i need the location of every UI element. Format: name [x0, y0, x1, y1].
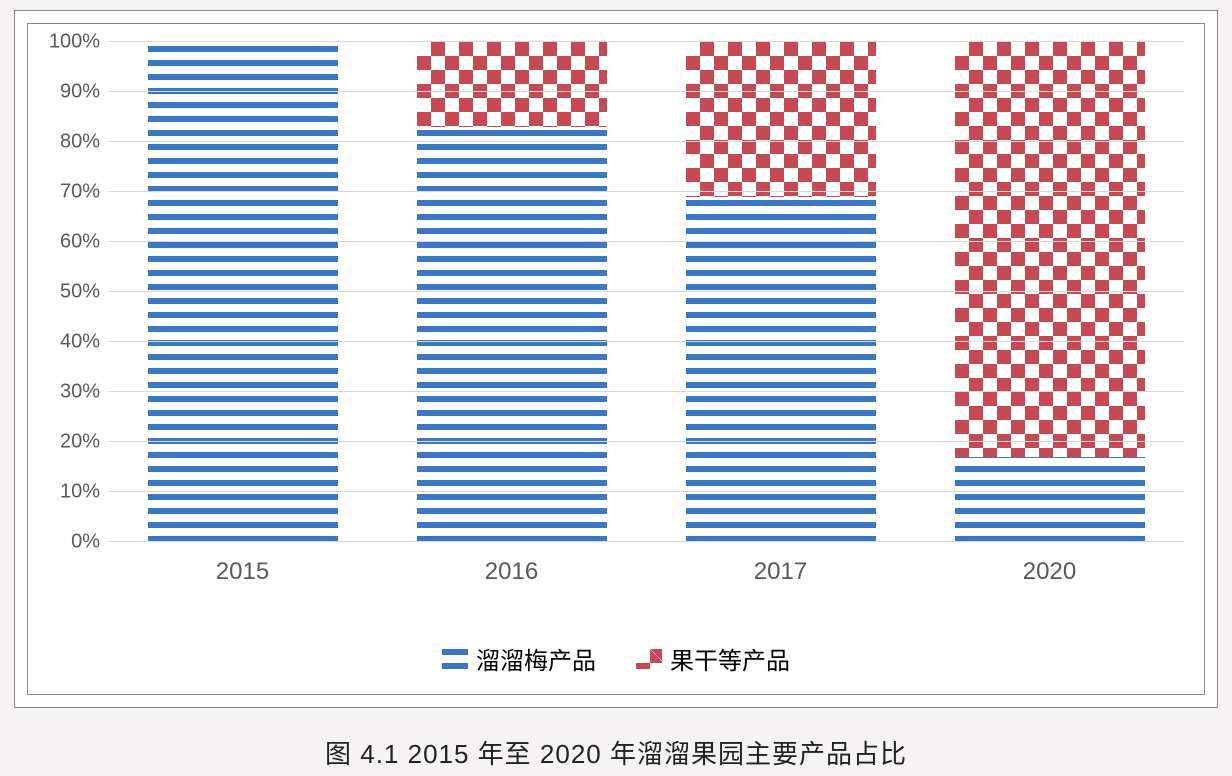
chart-inner-frame: 2015201620172020 0%10%20%30%40%50%60%70%… [27, 23, 1205, 695]
gridline [108, 91, 1184, 92]
y-axis-label: 10% [60, 481, 108, 504]
gridline [108, 441, 1184, 442]
stacked-bar [148, 42, 338, 542]
legend-item-series-b: 果干等产品 [636, 641, 790, 676]
bar-segment-series-b [686, 42, 876, 197]
gridline [108, 341, 1184, 342]
bar-segment-series-b [955, 42, 1145, 457]
gridline [108, 391, 1184, 392]
stacked-bar [417, 42, 607, 542]
legend-swatch-a [442, 649, 468, 669]
bars-container: 2015201620172020 [108, 42, 1184, 542]
gridline [108, 141, 1184, 142]
figure-caption: 图 4.1 2015 年至 2020 年溜溜果园主要产品占比 [14, 708, 1218, 771]
bar-slot: 2015 [108, 42, 377, 542]
y-axis-label: 90% [60, 81, 108, 104]
gridline [108, 41, 1184, 42]
plot-area: 2015201620172020 0%10%20%30%40%50%60%70%… [108, 42, 1184, 542]
y-axis-label: 30% [60, 381, 108, 404]
legend-swatch-b [636, 649, 662, 669]
x-axis-label: 2017 [754, 542, 807, 586]
bar-slot: 2016 [377, 42, 646, 542]
bar-segment-series-a [148, 42, 338, 542]
y-axis-label: 0% [71, 531, 108, 554]
y-axis-label: 70% [60, 181, 108, 204]
legend-label-b: 果干等产品 [670, 641, 790, 676]
stacked-bar [686, 42, 876, 542]
y-axis-label: 80% [60, 131, 108, 154]
gridline [108, 191, 1184, 192]
y-axis-label: 20% [60, 431, 108, 454]
x-axis-label: 2016 [485, 542, 538, 586]
x-axis-label: 2020 [1023, 542, 1076, 586]
gridline [108, 241, 1184, 242]
gridline [108, 291, 1184, 292]
legend-item-series-a: 溜溜梅产品 [442, 641, 596, 676]
y-axis-label: 40% [60, 331, 108, 354]
x-axis-label: 2015 [216, 542, 269, 586]
stacked-bar [955, 42, 1145, 542]
bar-segment-series-b [417, 42, 607, 127]
y-axis-label: 60% [60, 231, 108, 254]
bar-slot: 2017 [646, 42, 915, 542]
gridline [108, 541, 1184, 542]
chart-outer-frame: 2015201620172020 0%10%20%30%40%50%60%70%… [14, 10, 1218, 708]
bar-slot: 2020 [915, 42, 1184, 542]
y-axis-label: 50% [60, 281, 108, 304]
bar-segment-series-a [955, 457, 1145, 542]
legend: 溜溜梅产品 果干等产品 [442, 641, 790, 676]
legend-label-a: 溜溜梅产品 [476, 641, 596, 676]
gridline [108, 491, 1184, 492]
bar-segment-series-a [417, 127, 607, 542]
y-axis-label: 100% [49, 31, 108, 54]
